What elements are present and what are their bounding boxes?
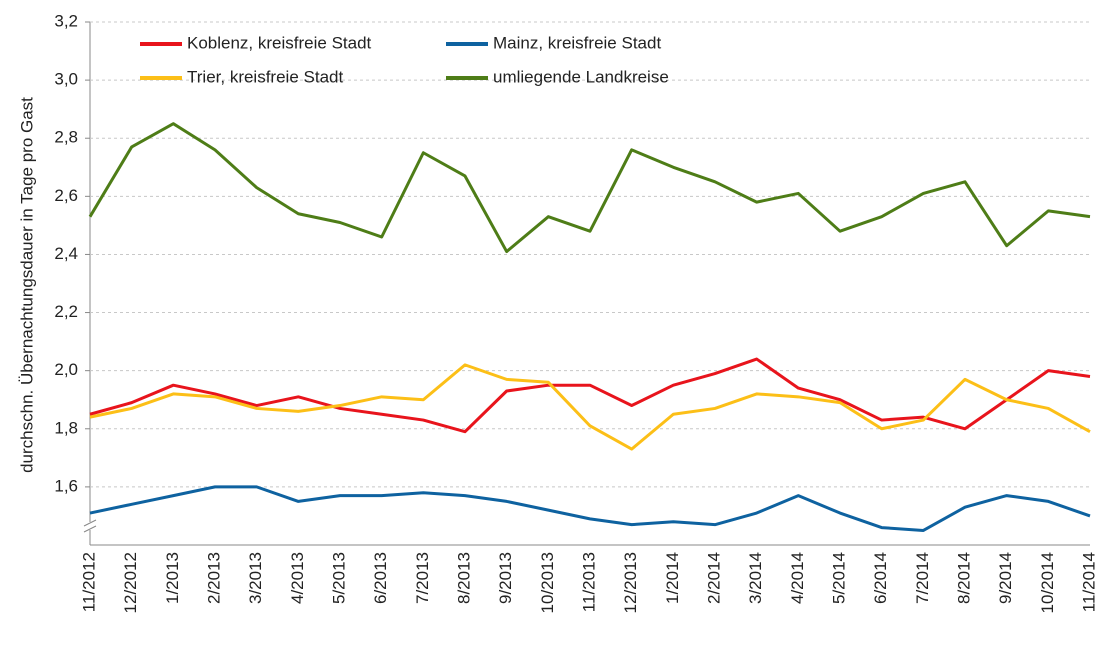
axis-break-gap [84, 522, 96, 530]
y-tick-label: 3,2 [54, 11, 78, 30]
y-tick-label: 2,4 [54, 244, 78, 263]
legend-item: Trier, kreisfreie Stadt [140, 67, 343, 86]
x-tick-label: 3/2014 [746, 552, 765, 604]
x-tick-label: 10/2013 [538, 552, 557, 613]
y-tick-label: 2,0 [54, 360, 78, 379]
x-tick-label: 12/2013 [621, 552, 640, 613]
legend-label: Mainz, kreisfreie Stadt [493, 33, 661, 52]
x-tick-label: 11/2014 [1079, 552, 1098, 612]
x-tick-label: 4/2013 [288, 552, 307, 604]
y-axis-label: durchschn. Übernachtungsdauer in Tage pr… [17, 97, 36, 473]
x-tick-label: 8/2013 [454, 552, 473, 604]
x-tick-label: 11/2013 [579, 552, 598, 612]
x-tick-label: 4/2014 [788, 552, 807, 604]
axis-break [83, 519, 97, 533]
x-tick-label: 1/2013 [163, 552, 182, 604]
x-tick-label: 8/2014 [954, 552, 973, 604]
series-line [89, 357, 1091, 434]
x-tick-label: 12/2012 [121, 552, 140, 613]
x-tick-label: 2/2013 [204, 552, 223, 604]
y-tick-label: 2,2 [54, 302, 78, 321]
x-tick-label: 2/2014 [704, 552, 723, 604]
x-tick-label: 11/2012 [79, 552, 98, 612]
x-tick-label: 10/2014 [1038, 552, 1057, 613]
axis-break-mark [83, 519, 97, 527]
series-line [89, 363, 1091, 451]
legend-item: Koblenz, kreisfreie Stadt [140, 33, 372, 52]
legend-item: umliegende Landkreise [446, 67, 669, 86]
axis-break-mark [83, 525, 97, 533]
legend-label: Koblenz, kreisfreie Stadt [187, 33, 372, 52]
x-tick-label: 5/2014 [829, 552, 848, 604]
x-tick-label: 9/2013 [496, 552, 515, 604]
x-tick-label: 6/2013 [371, 552, 390, 604]
series-line [88, 122, 1091, 254]
x-tick-label: 3/2013 [246, 552, 265, 604]
y-tick-label: 1,6 [54, 476, 78, 495]
series-line [89, 485, 1091, 532]
legend-label: Trier, kreisfreie Stadt [187, 67, 343, 86]
y-tick-label: 2,8 [54, 128, 78, 147]
y-tick-label: 1,8 [54, 418, 78, 437]
x-tick-label: 9/2014 [996, 552, 1015, 604]
y-tick-label: 2,6 [54, 186, 78, 205]
x-tick-label: 5/2013 [329, 552, 348, 604]
x-tick-label: 1/2014 [663, 552, 682, 604]
x-tick-label: 7/2014 [913, 552, 932, 604]
x-tick-label: 6/2014 [871, 552, 890, 604]
legend-label: umliegende Landkreise [493, 67, 669, 86]
x-tick-label: 7/2013 [413, 552, 432, 604]
legend-item: Mainz, kreisfreie Stadt [446, 33, 661, 52]
y-tick-label: 3,0 [54, 70, 78, 89]
